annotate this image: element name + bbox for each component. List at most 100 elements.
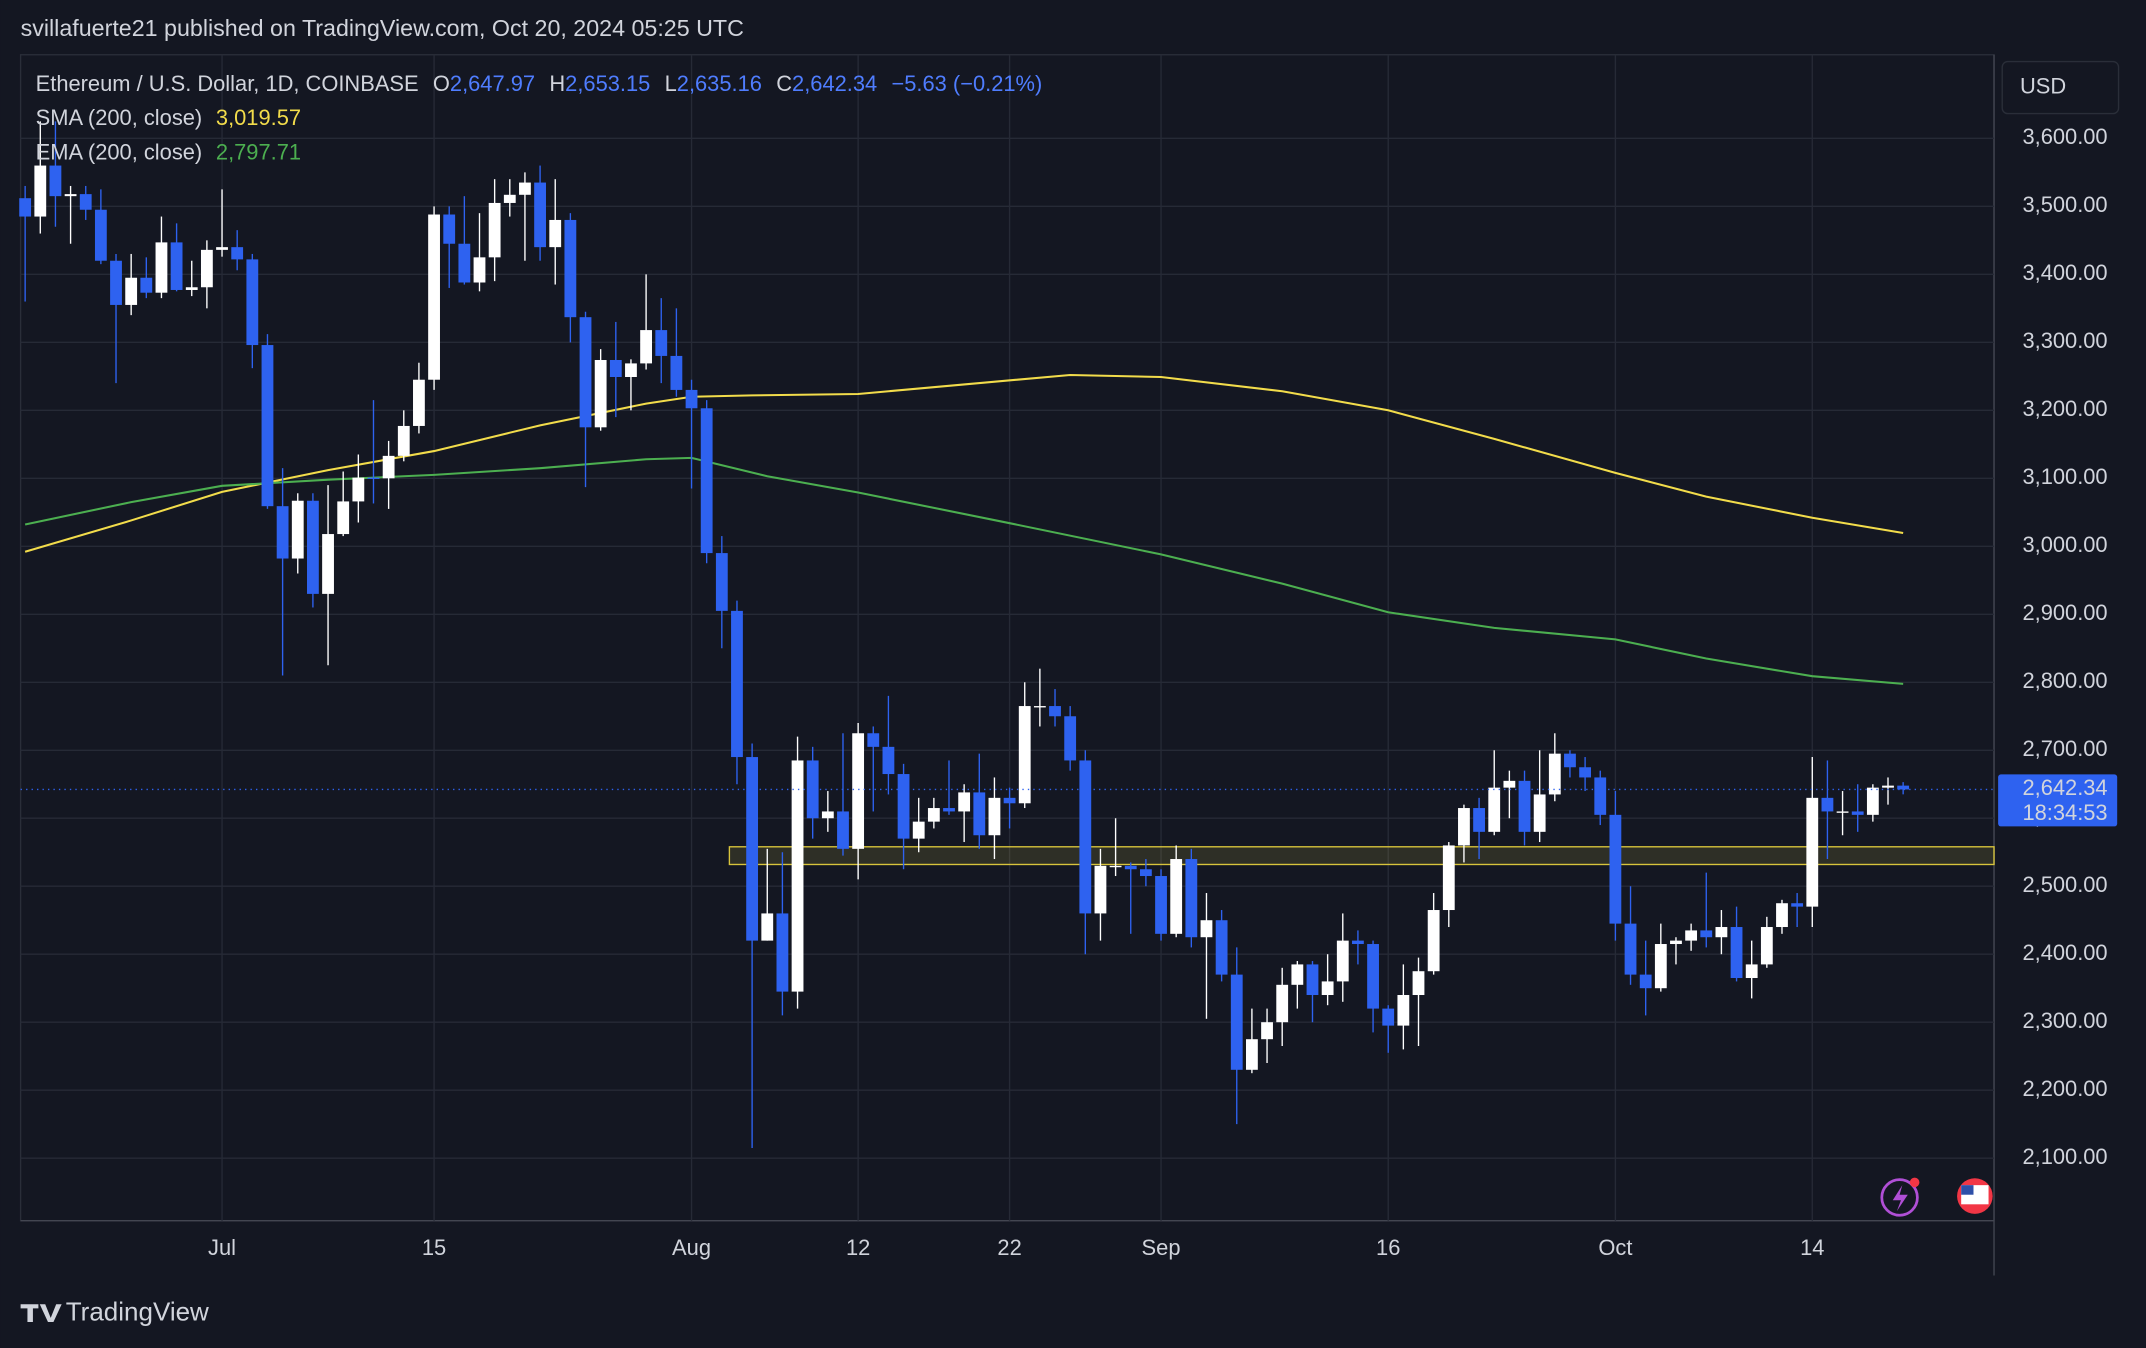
candle-body [1397, 995, 1410, 1026]
candle-body [731, 610, 743, 758]
candle-body [185, 287, 198, 290]
legend-name: EMA (200, close) [36, 139, 203, 164]
candle-body [958, 792, 971, 812]
candle-body [912, 821, 925, 839]
candle-body [1654, 944, 1667, 989]
candle-body [34, 165, 47, 217]
candle-body [973, 792, 986, 836]
candle-body [791, 760, 804, 992]
y-tick-label: 3,000.00 [2022, 532, 2107, 557]
candle-body [1488, 787, 1501, 832]
candle-body [1033, 706, 1046, 708]
candle-body [155, 242, 168, 293]
candle-body [1791, 903, 1804, 907]
candle-body [564, 219, 577, 318]
candle-body [443, 214, 456, 244]
candle-body [761, 913, 774, 941]
symbol: Ethereum / U.S. Dollar, 1D, COINBASE [36, 71, 419, 96]
candle-body [64, 194, 77, 197]
candle-body [140, 277, 153, 293]
candle-body [882, 746, 895, 775]
candle-body [1851, 811, 1864, 815]
icon-ring [1880, 1178, 1919, 1217]
candle-body [579, 317, 592, 428]
flag-icon[interactable] [1957, 1178, 1993, 1214]
candle-body [867, 733, 880, 747]
price-tag-value: 2,642.34 [2022, 775, 2107, 800]
candle-body [1079, 760, 1092, 914]
candle-body [1609, 814, 1622, 924]
y-tick-label: 3,400.00 [2022, 260, 2107, 285]
candle-body [352, 477, 365, 502]
candle-body [1230, 974, 1243, 1070]
candle-body [1276, 984, 1289, 1023]
candle-body [1003, 797, 1016, 804]
candle-body [1776, 903, 1788, 928]
candle-body [1442, 845, 1455, 911]
candle-body [1473, 808, 1485, 832]
candle-body [1185, 859, 1198, 938]
candle-body [609, 360, 622, 378]
candle-body [337, 501, 350, 535]
support-zone [728, 846, 1995, 866]
brand: TradingView [66, 1297, 209, 1327]
grid [20, 54, 1995, 1221]
candle-body [549, 219, 562, 248]
candle-body [110, 260, 122, 305]
candle-body [594, 360, 607, 428]
plot-area [19, 54, 1995, 1222]
candle-body [640, 330, 653, 364]
y-tick-label: 3,100.00 [2022, 464, 2107, 489]
legend-entry: EMA (200, close) 2,797.71 [36, 139, 301, 164]
candle-body [1170, 859, 1183, 934]
candle-body [625, 363, 637, 378]
ohlc-value: 2,653.15 [565, 71, 650, 96]
candle-body [125, 277, 138, 305]
candle-body [943, 808, 955, 812]
y-tick-label: 3,300.00 [2022, 328, 2107, 353]
candle-body [200, 249, 213, 288]
candle-body [1760, 927, 1773, 965]
candle-body [1700, 930, 1713, 938]
candle-body [1897, 785, 1910, 790]
ohlc-value: 2,642.34 [792, 71, 877, 96]
currency-button[interactable] [2001, 60, 2120, 115]
x-tick-label: Oct [1598, 1235, 1632, 1260]
candle-body [367, 477, 380, 479]
currency: USD [2020, 73, 2066, 98]
candle-body [1200, 920, 1213, 938]
candle-body [988, 797, 1001, 836]
x-tick-label: Aug [672, 1235, 711, 1260]
candle-body [246, 259, 259, 346]
ohlc-key: H [549, 71, 565, 96]
ma-line [24, 373, 1904, 553]
candle-body [397, 425, 410, 456]
candle-body [1518, 780, 1531, 832]
marks [19, 121, 1995, 1148]
candle-body [322, 534, 334, 594]
candle-body [306, 500, 319, 594]
replay-icon[interactable] [1880, 1177, 1920, 1217]
candle-body [261, 345, 274, 507]
x-tick-label: 15 [422, 1235, 446, 1260]
price-tag [1998, 774, 2118, 827]
candle-body [1564, 753, 1576, 768]
candle-body [1639, 974, 1652, 989]
candle-body [1124, 865, 1137, 870]
y-tick-label: 2,900.00 [2022, 600, 2107, 625]
icon-bolt [1892, 1185, 1908, 1212]
candle-body [1321, 981, 1334, 996]
candle-body [655, 330, 668, 356]
candle-body [927, 808, 940, 822]
candle-body [897, 774, 910, 839]
candle-body [685, 389, 698, 409]
x-tick-label: 22 [997, 1235, 1021, 1260]
candle-body [746, 757, 759, 941]
change: −5.63 (−0.21%) [891, 71, 1042, 96]
candle-body [1367, 944, 1379, 1009]
candle-body [291, 500, 304, 559]
candle-body [1306, 964, 1319, 996]
candle-body [1109, 865, 1122, 868]
candle-body [428, 214, 440, 380]
candle-body [94, 209, 107, 261]
